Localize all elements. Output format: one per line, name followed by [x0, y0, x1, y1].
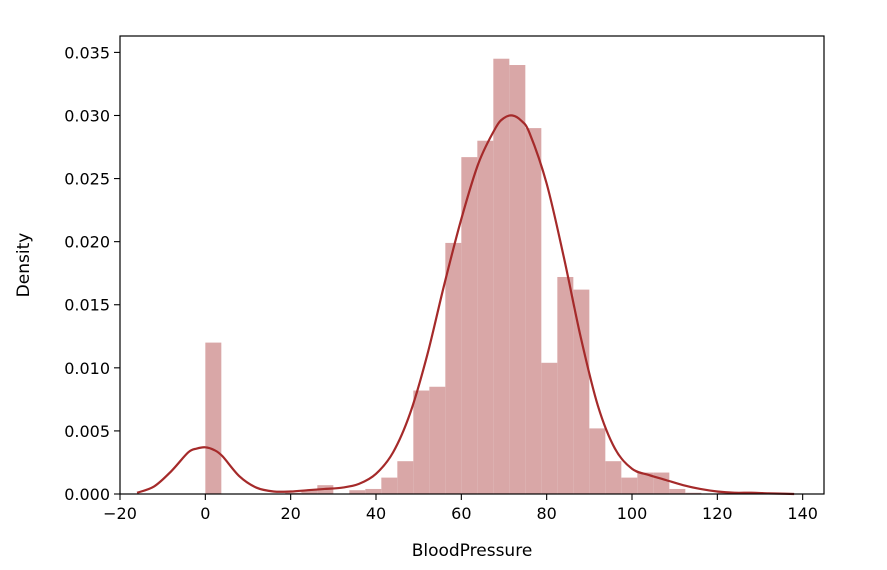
- histogram-bar-9: [349, 490, 366, 494]
- y-tick-label: 0.005: [64, 422, 110, 441]
- x-tick-label: 120: [702, 504, 733, 523]
- histogram-bar-14: [429, 386, 446, 494]
- x-axis-ticks: −20 0 20 40 60 80 100 120 140: [103, 494, 818, 523]
- histogram-bar-22: [557, 276, 574, 494]
- x-tick-label: 140: [787, 504, 818, 523]
- histogram-bar-32: [717, 492, 734, 494]
- histogram-bar-21: [541, 362, 558, 494]
- histogram-bar-30: [685, 492, 702, 494]
- y-tick-label: 0.010: [64, 359, 110, 378]
- x-axis-label: BloodPressure: [412, 541, 533, 561]
- histogram-bar-28: [653, 472, 670, 494]
- y-axis-label: Density: [14, 233, 34, 298]
- x-tick-label: 20: [280, 504, 300, 523]
- histogram-bar-29: [669, 488, 686, 494]
- histogram-bar-17: [477, 140, 494, 495]
- histogram-bar-24: [589, 428, 606, 494]
- histogram-bar-10: [365, 488, 382, 494]
- histogram-bar-27: [637, 472, 654, 494]
- histogram-bar-6: [301, 490, 318, 494]
- histogram-bars: [205, 58, 734, 495]
- histogram-bar-19: [509, 65, 526, 494]
- y-axis-ticks: 0.000 0.005 0.010 0.015 0.020 0.025 0.030 0.035: [64, 43, 120, 504]
- histogram-bar-11: [381, 477, 398, 494]
- y-tick-label: 0.035: [64, 43, 110, 62]
- histogram-bar-5: [285, 492, 302, 494]
- x-tick-label: −20: [103, 504, 137, 523]
- histogram-bar-15: [445, 242, 462, 494]
- x-tick-label: 100: [617, 504, 648, 523]
- histogram-bar-12: [397, 461, 414, 494]
- plot-frame: [119, 35, 825, 495]
- y-tick-label: 0.000: [64, 485, 110, 504]
- y-tick-label: 0.030: [64, 106, 110, 125]
- x-tick-label: 60: [451, 504, 471, 523]
- histogram-bar-25: [605, 461, 622, 494]
- kde-curve: [136, 114, 795, 496]
- x-tick-label: 80: [536, 504, 556, 523]
- y-tick-label: 0.025: [64, 170, 110, 189]
- histogram-bar-16: [461, 157, 478, 494]
- histogram-bar-20: [525, 128, 542, 495]
- histogram-bar-18: [493, 58, 510, 494]
- x-tick-label: 40: [366, 504, 386, 523]
- histogram-bar-23: [573, 289, 590, 494]
- histogram-bar-26: [621, 477, 638, 494]
- x-tick-label: 0: [200, 504, 210, 523]
- histogram-bar-13: [413, 390, 430, 494]
- histogram-bar-0: [205, 342, 222, 494]
- y-tick-label: 0.020: [64, 233, 110, 252]
- y-tick-label: 0.015: [64, 296, 110, 315]
